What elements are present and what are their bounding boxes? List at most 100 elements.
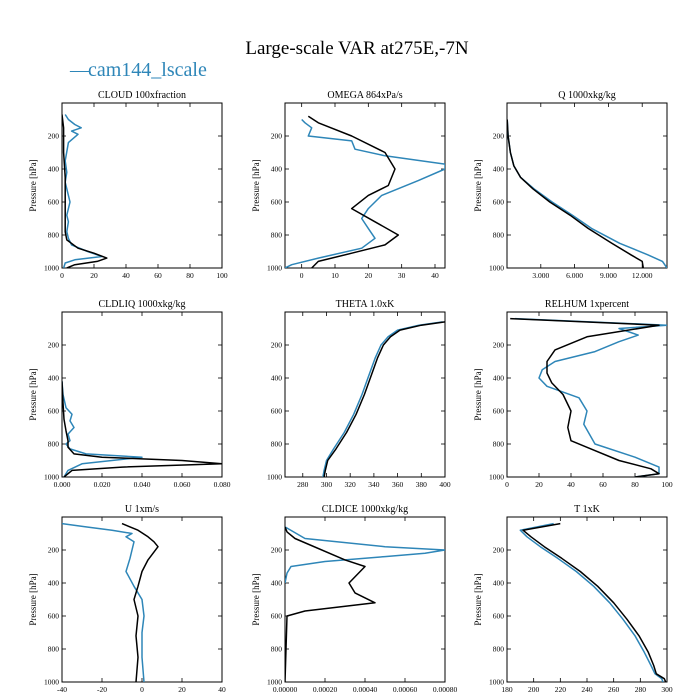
x-tick-label: 280 bbox=[635, 685, 647, 694]
plot-frame bbox=[284, 311, 446, 478]
y-tick-label: 1000 bbox=[489, 264, 504, 273]
series-line-blue bbox=[507, 119, 667, 268]
y-axis-label: Pressure [hPa] bbox=[251, 159, 261, 211]
series-line-black bbox=[121, 522, 159, 682]
series-line-black bbox=[62, 114, 108, 268]
y-tick-label: 400 bbox=[271, 165, 283, 174]
y-tick-label: 200 bbox=[493, 546, 505, 555]
figure-title: Large-scale VAR at275E,-7N bbox=[245, 38, 468, 59]
x-tick-label: 400 bbox=[439, 480, 451, 489]
panel-0: CLOUD 100xfraction 0 20 40 60 80 100 200 400 600 8… bbox=[28, 90, 228, 280]
x-tick-label: 0.080 bbox=[214, 480, 231, 489]
y-tick-label: 600 bbox=[48, 198, 60, 207]
x-tick-label: 260 bbox=[608, 685, 620, 694]
x-tick-label: 60 bbox=[154, 271, 162, 280]
y-axis-label: Pressure [hPa] bbox=[28, 573, 38, 625]
y-tick-label: 800 bbox=[48, 231, 60, 240]
x-tick-label: 80 bbox=[186, 271, 194, 280]
y-tick-label: 600 bbox=[271, 407, 283, 416]
x-tick-label: 220 bbox=[555, 685, 567, 694]
x-tick-label: 240 bbox=[581, 685, 593, 694]
panel-title: CLDLIQ 1000xkg/kg bbox=[99, 299, 186, 310]
y-tick-label: 800 bbox=[493, 231, 505, 240]
panel-title: CLDICE 1000xkg/kg bbox=[322, 504, 408, 515]
y-tick-label: 800 bbox=[493, 645, 505, 654]
y-tick-label: 1000 bbox=[489, 678, 504, 687]
y-tick-label: 1000 bbox=[44, 678, 59, 687]
series-line-blue bbox=[62, 114, 103, 268]
y-tick-label: 400 bbox=[271, 374, 283, 383]
series-line-black bbox=[285, 526, 376, 682]
series-line-black bbox=[323, 321, 445, 477]
series-line-blue bbox=[62, 522, 145, 682]
y-tick-label: 600 bbox=[48, 612, 60, 621]
y-tick-label: 1000 bbox=[267, 678, 282, 687]
x-tick-label: 0 bbox=[140, 685, 144, 694]
y-tick-label: 200 bbox=[493, 341, 505, 350]
y-tick-label: 200 bbox=[271, 546, 283, 555]
panel-4: THETA 1.0xK 280 300 320 340 360 380 400 200 400 60… bbox=[267, 299, 451, 489]
panel-title: T 1xK bbox=[574, 504, 600, 515]
y-tick-label: 800 bbox=[48, 440, 60, 449]
x-tick-label: 40 bbox=[431, 271, 439, 280]
x-tick-label: 300 bbox=[661, 685, 673, 694]
series-line-black bbox=[507, 119, 645, 268]
x-tick-label: 0 bbox=[505, 480, 509, 489]
x-tick-label: 280 bbox=[297, 480, 309, 489]
x-tick-label: 0 bbox=[60, 271, 64, 280]
y-axis-label: Pressure [hPa] bbox=[473, 573, 483, 625]
y-tick-label: 200 bbox=[493, 132, 505, 141]
x-tick-label: 0.00040 bbox=[353, 685, 378, 694]
panel-1: OMEGA 864xPa/s 0 10 20 30 40 200 400 600 800 1000 P… bbox=[251, 90, 446, 280]
series-line-blue bbox=[62, 381, 143, 477]
x-tick-label: 0.000 bbox=[54, 480, 71, 489]
series-line-black bbox=[62, 381, 222, 477]
x-tick-label: 12.000 bbox=[632, 271, 653, 280]
y-axis-label: Pressure [hPa] bbox=[473, 368, 483, 420]
y-tick-label: 400 bbox=[48, 579, 60, 588]
panel-6: U 1xm/s -40 -20 0 20 40 200 400 600 800 1000 Pressu… bbox=[28, 504, 226, 694]
y-tick-label: 1000 bbox=[267, 264, 282, 273]
y-tick-label: 1000 bbox=[267, 473, 282, 482]
y-tick-label: 400 bbox=[493, 374, 505, 383]
y-tick-label: 400 bbox=[271, 579, 283, 588]
series-line-black bbox=[307, 115, 400, 268]
series-line-blue bbox=[285, 118, 445, 268]
x-tick-label: 340 bbox=[368, 480, 380, 489]
panel-title: CLOUD 100xfraction bbox=[98, 90, 186, 101]
x-tick-label: 100 bbox=[661, 480, 673, 489]
y-tick-label: 600 bbox=[493, 198, 505, 207]
x-tick-label: 320 bbox=[345, 480, 357, 489]
x-tick-label: 0.060 bbox=[174, 480, 191, 489]
y-tick-label: 600 bbox=[271, 612, 283, 621]
panel-3: CLDLIQ 1000xkg/kg 0.000 0.020 0.040 0.060 0.0… bbox=[28, 299, 231, 489]
y-tick-label: 400 bbox=[493, 165, 505, 174]
series-line-black bbox=[522, 522, 667, 682]
x-tick-label: 10 bbox=[331, 271, 339, 280]
y-tick-label: 1000 bbox=[489, 473, 504, 482]
y-axis-label: Pressure [hPa] bbox=[251, 573, 261, 625]
panel-title: Q 1000xkg/kg bbox=[558, 90, 616, 101]
y-axis-label: Pressure [hPa] bbox=[28, 159, 38, 211]
y-tick-label: 600 bbox=[493, 612, 505, 621]
x-tick-label: 0.040 bbox=[134, 480, 151, 489]
y-tick-label: 600 bbox=[48, 407, 60, 416]
x-tick-label: 100 bbox=[216, 271, 228, 280]
plot-frame bbox=[61, 311, 223, 478]
y-tick-label: 1000 bbox=[44, 264, 59, 273]
y-tick-label: 400 bbox=[48, 165, 60, 174]
x-tick-label: 40 bbox=[218, 685, 226, 694]
y-tick-label: 200 bbox=[271, 132, 283, 141]
x-tick-label: 180 bbox=[501, 685, 513, 694]
x-tick-label: 380 bbox=[416, 480, 428, 489]
plot-frame bbox=[284, 516, 446, 683]
y-tick-label: 800 bbox=[493, 440, 505, 449]
legend-label: cam144_lscale bbox=[88, 59, 207, 81]
x-tick-label: 9.000 bbox=[600, 271, 617, 280]
y-tick-label: 1000 bbox=[44, 473, 59, 482]
series-line-blue bbox=[519, 522, 664, 682]
y-axis-label: Pressure [hPa] bbox=[473, 159, 483, 211]
series-line-blue bbox=[322, 321, 443, 477]
